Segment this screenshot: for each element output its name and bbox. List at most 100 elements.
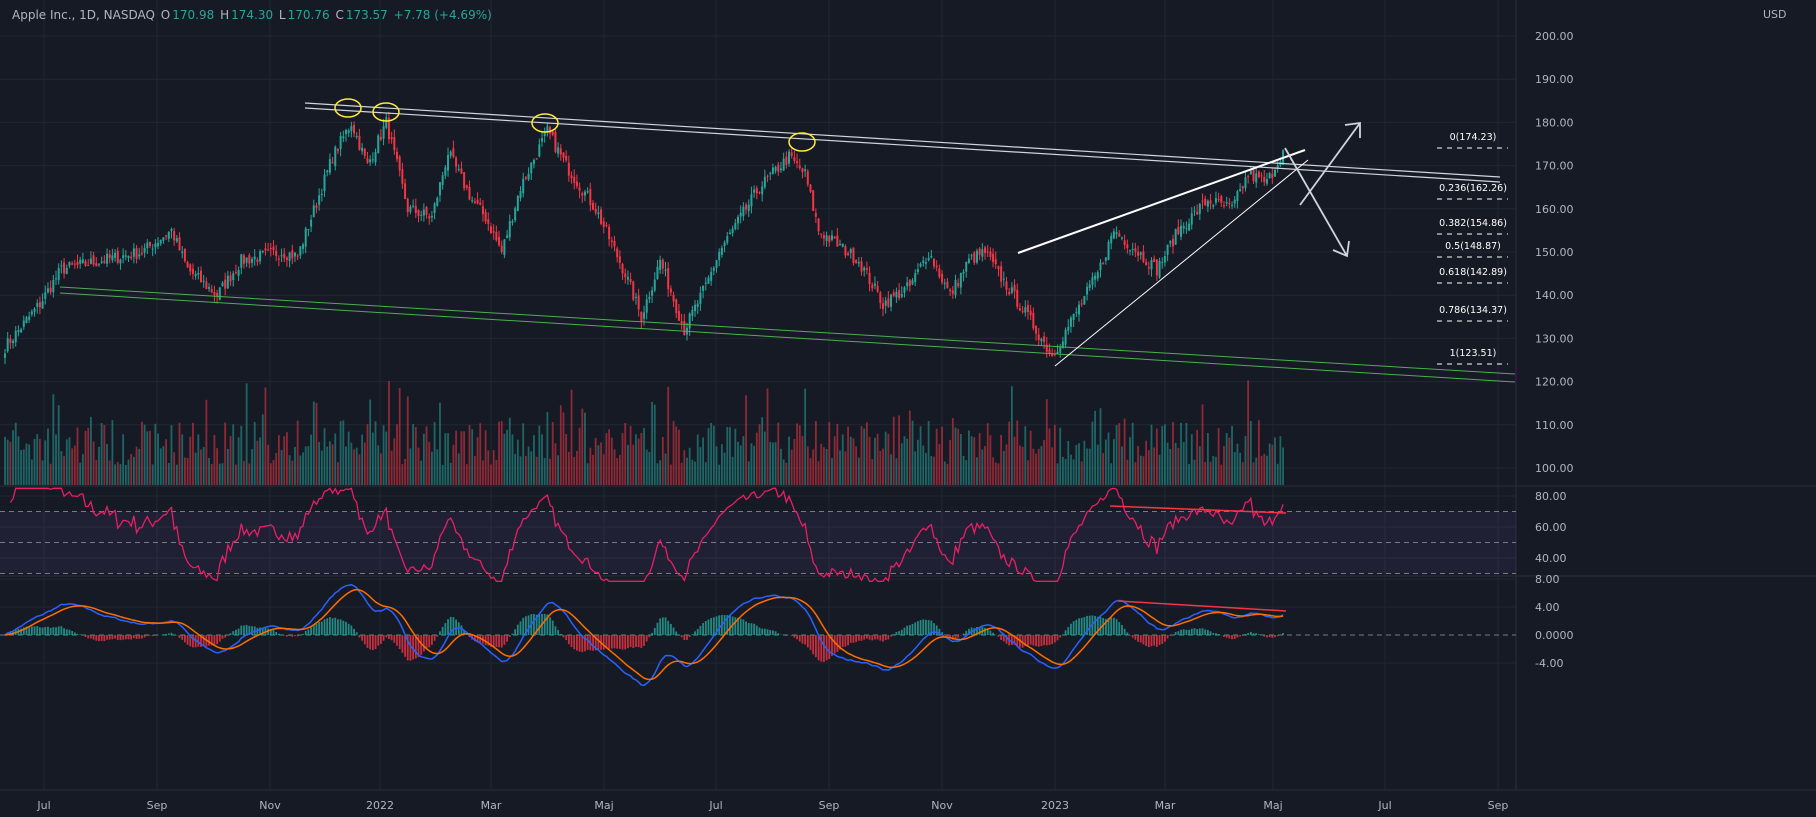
volume-bar bbox=[1123, 418, 1126, 485]
candle-body bbox=[691, 309, 694, 317]
macd-histogram-bar bbox=[1174, 631, 1177, 635]
candle-body bbox=[984, 247, 987, 253]
candle-body bbox=[374, 152, 377, 163]
candle-body bbox=[895, 291, 898, 298]
candle-body bbox=[347, 130, 350, 133]
candle-body bbox=[323, 174, 326, 192]
volume-bar bbox=[1016, 420, 1019, 485]
macd-histogram-bar bbox=[849, 635, 852, 643]
volume-bar bbox=[334, 433, 337, 485]
candle-body bbox=[310, 219, 313, 227]
volume-bar bbox=[1053, 424, 1056, 485]
volume-bar bbox=[903, 436, 906, 485]
macd-histogram-bar bbox=[919, 620, 922, 635]
candle-body bbox=[1182, 225, 1185, 229]
volume-bar bbox=[978, 432, 981, 485]
volume-bar bbox=[723, 452, 726, 485]
candle-body bbox=[87, 264, 90, 266]
volume-bar bbox=[836, 423, 839, 485]
volume-bar bbox=[92, 441, 95, 485]
volume-bar bbox=[777, 422, 780, 485]
macd-histogram-bar bbox=[1188, 629, 1190, 635]
candle-body bbox=[245, 257, 248, 263]
volume-bar bbox=[1161, 425, 1164, 485]
candle-body bbox=[165, 235, 168, 237]
candle-body bbox=[14, 330, 17, 343]
macd-histogram-bar bbox=[559, 633, 562, 635]
candle-body bbox=[720, 247, 723, 255]
macd-histogram-bar bbox=[1147, 635, 1150, 648]
candle-body bbox=[393, 137, 396, 151]
macd-histogram-bar bbox=[538, 614, 541, 635]
candle-body bbox=[922, 260, 925, 263]
candle-body bbox=[242, 255, 245, 264]
fibonacci-level-label: 0(174.23) bbox=[1450, 132, 1497, 143]
macd-histogram-bar bbox=[694, 631, 696, 635]
candle-body bbox=[132, 248, 135, 257]
volume-bar bbox=[22, 449, 25, 485]
macd-histogram-bar bbox=[637, 635, 640, 648]
candle-body bbox=[506, 235, 509, 239]
candle-body bbox=[89, 258, 92, 264]
candle-body bbox=[702, 285, 705, 291]
macd-histogram-bar bbox=[334, 617, 337, 635]
macd-histogram-bar bbox=[124, 635, 127, 640]
volume-bar bbox=[535, 456, 538, 485]
volume-bar bbox=[678, 429, 680, 485]
candle-body bbox=[283, 253, 286, 259]
volume-bar bbox=[600, 442, 602, 485]
volume-bar bbox=[106, 444, 108, 485]
macd-histogram-bar bbox=[871, 635, 874, 641]
macd-histogram-bar bbox=[60, 626, 63, 635]
volume-bar bbox=[691, 459, 694, 485]
macd-histogram-bar bbox=[431, 635, 433, 645]
macd-line bbox=[4, 583, 1284, 687]
volume-bar bbox=[500, 421, 503, 485]
candle-body bbox=[887, 298, 890, 307]
volume-bar bbox=[782, 459, 785, 485]
candle-body bbox=[927, 257, 930, 261]
macd-histogram-bar bbox=[444, 623, 447, 635]
candle-body bbox=[541, 138, 543, 142]
candle-body bbox=[79, 259, 82, 264]
volume-bar bbox=[1212, 455, 1215, 485]
volume-bar bbox=[643, 428, 645, 485]
candle-body bbox=[957, 283, 960, 287]
candle-body bbox=[822, 235, 825, 239]
candle-body bbox=[1043, 336, 1046, 342]
macd-histogram-bar bbox=[1263, 635, 1266, 637]
volume-bar bbox=[1172, 421, 1174, 485]
macd-histogram-bar bbox=[884, 635, 887, 641]
candle-body bbox=[248, 255, 251, 264]
volume-bar bbox=[578, 427, 581, 485]
macd-histogram-bar bbox=[696, 629, 699, 635]
volume-bar bbox=[205, 399, 208, 485]
time-axis-label: 2022 bbox=[366, 799, 394, 812]
time-axis-label: Nov bbox=[259, 799, 281, 812]
volume-bar bbox=[307, 446, 310, 485]
candle-body bbox=[1260, 175, 1263, 177]
macd-histogram-bar bbox=[766, 629, 769, 635]
candle-body bbox=[849, 249, 852, 253]
macd-histogram-bar bbox=[363, 635, 366, 645]
macd-histogram-bar bbox=[742, 619, 745, 635]
time-axis-label: 2023 bbox=[1041, 799, 1069, 812]
bearish-arrow bbox=[1284, 147, 1348, 257]
macd-histogram-bar bbox=[946, 635, 949, 637]
volume-bar bbox=[514, 453, 517, 485]
volume-bar bbox=[141, 421, 143, 485]
candle-body bbox=[667, 267, 670, 290]
candle-body bbox=[396, 152, 399, 160]
macd-histogram-bar bbox=[385, 635, 388, 638]
macd-histogram-bar bbox=[232, 631, 235, 635]
macd-histogram-bar bbox=[1185, 629, 1188, 635]
candle-body bbox=[613, 240, 616, 247]
volume-bar bbox=[592, 454, 594, 485]
candle-body bbox=[465, 185, 468, 188]
candle-body bbox=[804, 169, 807, 172]
volume-bar bbox=[377, 445, 380, 485]
macd-histogram-bar bbox=[1027, 635, 1029, 646]
macd-histogram-bar bbox=[718, 615, 721, 635]
candle-body bbox=[495, 232, 498, 241]
